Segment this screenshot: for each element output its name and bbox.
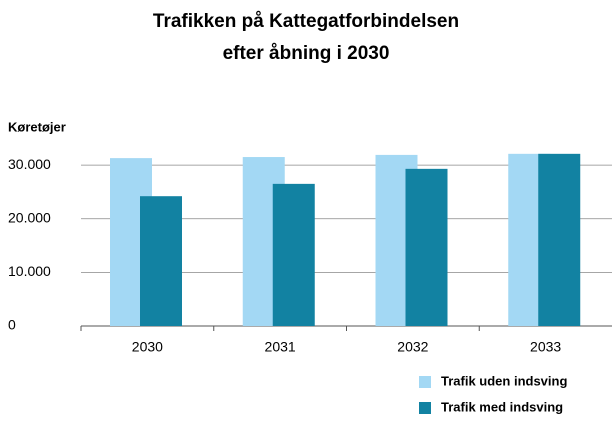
x-tick-label: 2031	[265, 339, 296, 355]
bar	[405, 168, 448, 326]
legend-swatch	[419, 376, 431, 388]
bar	[538, 153, 581, 326]
chart-title: Trafikken på Kattegatforbindelsen	[153, 11, 459, 32]
y-tick-label: 30.000	[8, 156, 51, 172]
y-axis-label: Køretøjer	[8, 119, 66, 134]
legend-swatch	[419, 402, 431, 414]
x-tick-label: 2033	[530, 339, 561, 355]
y-tick-label: 10.000	[8, 263, 51, 279]
bar	[272, 183, 315, 326]
bar	[140, 196, 182, 326]
y-tick-label: 0	[8, 317, 16, 333]
y-tick-label: 20.000	[8, 209, 51, 225]
x-tick-label: 2032	[397, 339, 428, 355]
legend-label: Trafik uden indsving	[441, 373, 567, 388]
legend-label: Trafik med indsving	[441, 399, 563, 414]
chart-title: efter åbning i 2030	[223, 43, 390, 64]
x-tick-label: 2030	[132, 339, 163, 355]
